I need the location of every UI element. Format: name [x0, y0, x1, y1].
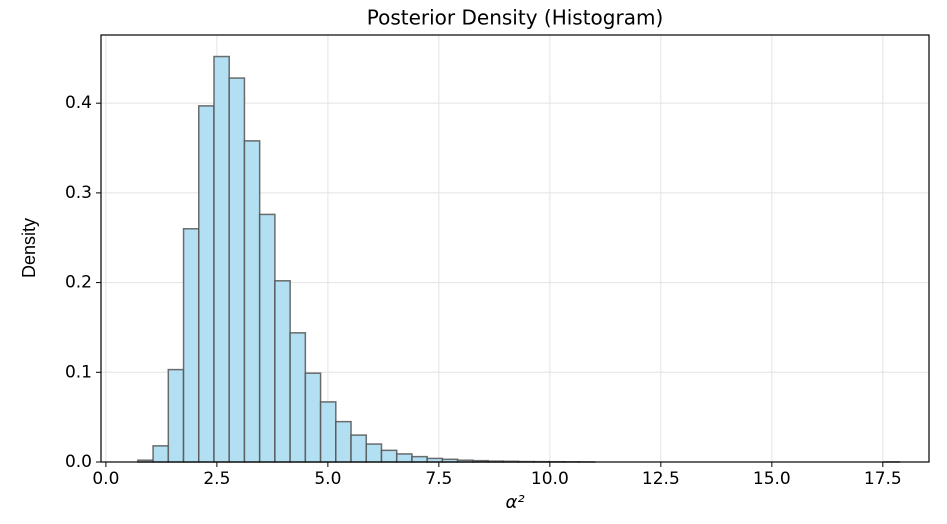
x-tick-label: 17.5 [864, 469, 902, 489]
y-tick-label: 0.2 [65, 273, 92, 293]
chart-title: Posterior Density (Histogram) [367, 6, 664, 30]
bar [395, 453, 413, 463]
y-tick-label: 0.3 [65, 183, 92, 203]
bar [350, 434, 368, 463]
bar [213, 55, 230, 463]
bar [243, 140, 261, 463]
bar [319, 401, 337, 463]
x-tick-label: 10.0 [531, 469, 569, 489]
bar [335, 420, 352, 463]
bar [411, 455, 428, 463]
bar [380, 449, 398, 463]
bar [228, 77, 246, 463]
bar [274, 280, 291, 463]
y-tick-label: 0.1 [65, 362, 92, 382]
x-tick-label: 15.0 [753, 469, 791, 489]
bar [289, 332, 307, 463]
y-tick-label: 0.0 [65, 452, 92, 472]
y-axis-label: Density [19, 218, 39, 278]
bar [167, 368, 185, 463]
plot-frame [100, 34, 930, 463]
bar [198, 105, 215, 463]
x-tick-label: 5.0 [314, 469, 341, 489]
bar [152, 445, 170, 463]
bar [304, 372, 322, 463]
y-tick-label: 0.4 [65, 93, 92, 113]
x-axis-label: α² [505, 492, 524, 513]
x-tick-label: 0.0 [92, 469, 119, 489]
bar [182, 228, 200, 463]
bar [365, 443, 383, 463]
x-tick-label: 2.5 [203, 469, 230, 489]
x-tick-label: 12.5 [642, 469, 680, 489]
x-tick-label: 7.5 [425, 469, 452, 489]
bar [258, 213, 276, 463]
